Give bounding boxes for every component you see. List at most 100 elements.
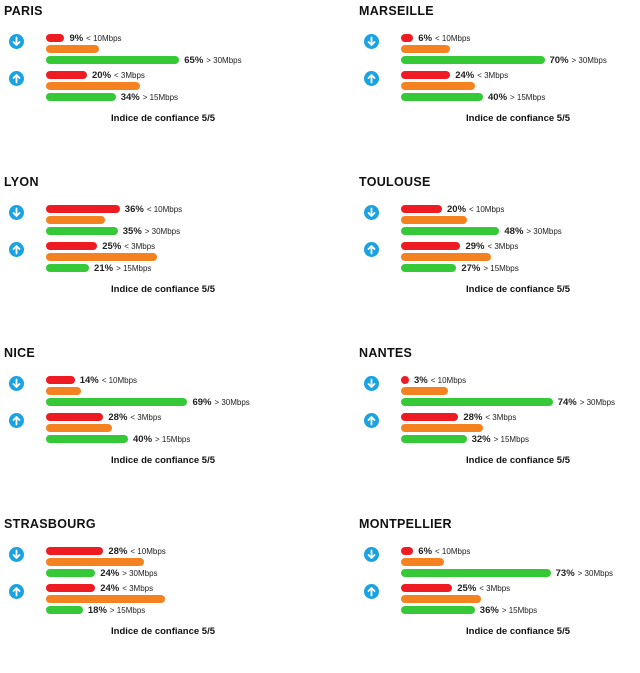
- download-high-bar: [401, 398, 553, 406]
- download-arrow-icon: [364, 205, 379, 220]
- download-mid-bar: [46, 387, 81, 395]
- download-high-label: 74% > 30Mbps: [558, 397, 615, 408]
- upload-high-label-pct: 27%: [461, 263, 481, 274]
- upload-high-label-threshold: > 15Mbps: [483, 264, 519, 273]
- upload-high-label-pct: 40%: [488, 92, 508, 103]
- download-low-label-threshold: < 10Mbps: [435, 34, 471, 43]
- download-low-bar: [46, 376, 75, 384]
- upload-high-bar: [46, 606, 83, 614]
- download-high-label-pct: 48%: [504, 226, 524, 237]
- upload-high-bar: [401, 606, 475, 614]
- upload-low-bar: [401, 242, 461, 250]
- upload-high-label-threshold: > 15Mbps: [501, 606, 538, 615]
- upload-low-label-pct: 28%: [108, 412, 128, 423]
- upload-high-label-threshold: > 15Mbps: [155, 435, 191, 444]
- download-high-bar: [46, 569, 96, 577]
- upload-high-label-pct: 32%: [471, 434, 491, 445]
- upload-low-label-threshold: < 3Mbps: [124, 242, 156, 251]
- download-high-label-threshold: > 30Mbps: [579, 398, 616, 407]
- upload-high-label-threshold: > 15Mbps: [109, 606, 146, 615]
- confidence-index: Indice de confiance 5/5: [466, 113, 571, 124]
- upload-high-label-threshold: > 15Mbps: [510, 93, 546, 102]
- confidence-index: Indice de confiance 5/5: [466, 455, 571, 466]
- upload-arrow-icon: [9, 71, 24, 86]
- download-high-label: 69% > 30Mbps: [192, 397, 249, 408]
- upload-low-label-threshold: < 3Mbps: [114, 71, 145, 80]
- download-low-label: 6% < 10Mbps: [418, 546, 470, 557]
- download-mid-bar: [401, 45, 451, 53]
- upload-low-label-threshold: < 3Mbps: [122, 584, 154, 593]
- upload-low-label-pct: 25%: [102, 241, 122, 252]
- download-low-label-pct: 28%: [108, 546, 128, 557]
- download-high-label: 48% > 30Mbps: [504, 226, 561, 237]
- upload-mid-bar: [46, 424, 112, 432]
- download-high-label: 70% > 30Mbps: [550, 55, 607, 66]
- upload-high-label-threshold: > 15Mbps: [142, 93, 179, 102]
- confidence-index: Indice de confiance 5/5: [111, 113, 216, 124]
- download-arrow-icon: [9, 547, 24, 562]
- upload-high-label: 34% > 15Mbps: [121, 92, 178, 103]
- download-low-label-pct: 6%: [418, 33, 433, 44]
- download-high-label-threshold: > 30Mbps: [526, 227, 562, 236]
- download-high-bar: [46, 398, 188, 406]
- download-low-label-pct: 20%: [447, 204, 467, 215]
- download-low-label: 9% < 10Mbps: [69, 33, 121, 44]
- download-high-label-threshold: > 30Mbps: [577, 569, 614, 578]
- upload-low-label: 28% < 3Mbps: [463, 412, 516, 423]
- upload-arrow-icon: [9, 584, 24, 599]
- download-arrow-icon: [364, 376, 379, 391]
- upload-high-bar: [46, 435, 128, 443]
- download-high-label-threshold: > 30Mbps: [206, 56, 242, 65]
- upload-high-label: 40% > 15Mbps: [133, 434, 190, 445]
- upload-high-bar: [46, 264, 90, 272]
- download-low-label-pct: 9%: [69, 33, 84, 44]
- bar-group: 20% < 10Mbps 48% > 30Mbps 29% < 3Mbps 27% > 15M…: [401, 171, 640, 331]
- upload-high-bar: [401, 435, 467, 443]
- confidence-index: Indice de confiance 5/5: [466, 284, 571, 295]
- city-panel-lyon: LYON 36% < 10Mbps 35% > 30Mbps 25% < 3Mbps 21% >…: [4, 171, 324, 331]
- download-low-label-threshold: < 10Mbps: [430, 376, 467, 385]
- bar-group: 3% < 10Mbps 74% > 30Mbps 28% < 3Mbps 32% > 15Mb…: [401, 342, 640, 502]
- upload-arrow-icon: [364, 242, 379, 257]
- city-name: LYON: [4, 175, 39, 189]
- download-high-bar: [46, 56, 180, 64]
- city-panel-paris: PARIS 9% < 10Mbps 65% > 30Mbps 20% < 3Mbps 34% >…: [4, 0, 324, 160]
- bar-group: 36% < 10Mbps 35% > 30Mbps 25% < 3Mbps 21% > 15M…: [46, 171, 326, 331]
- upload-high-label-pct: 40%: [133, 434, 153, 445]
- download-high-label-threshold: > 30Mbps: [122, 569, 158, 578]
- upload-high-label-pct: 18%: [87, 605, 107, 616]
- download-low-bar: [401, 376, 409, 384]
- upload-low-label-threshold: < 3Mbps: [130, 413, 162, 422]
- download-low-label-pct: 14%: [79, 375, 99, 386]
- upload-arrow-icon: [364, 584, 379, 599]
- city-name: STRASBOURG: [4, 517, 96, 531]
- upload-low-label: 20% < 3Mbps: [92, 70, 145, 81]
- download-low-label: 6% < 10Mbps: [418, 33, 470, 44]
- download-low-label-pct: 6%: [418, 546, 433, 557]
- download-high-bar: [401, 56, 545, 64]
- confidence-index: Indice de confiance 5/5: [111, 284, 216, 295]
- download-high-label-threshold: > 30Mbps: [214, 398, 250, 407]
- upload-low-label-pct: 25%: [457, 583, 477, 594]
- download-low-bar: [46, 547, 104, 555]
- download-mid-bar: [46, 45, 100, 53]
- download-high-label-threshold: > 30Mbps: [144, 227, 181, 236]
- download-low-bar: [46, 34, 65, 42]
- download-low-label: 20% < 10Mbps: [447, 204, 504, 215]
- download-low-label: 14% < 10Mbps: [80, 375, 137, 386]
- download-low-bar: [46, 205, 120, 213]
- upload-mid-bar: [401, 595, 481, 603]
- upload-mid-bar: [401, 424, 483, 432]
- download-high-label: 73% > 30Mbps: [556, 568, 613, 579]
- download-mid-bar: [46, 216, 106, 224]
- upload-high-label: 27% > 15Mbps: [461, 263, 518, 274]
- upload-low-label-threshold: < 3Mbps: [485, 413, 517, 422]
- bar-group: 14% < 10Mbps 69% > 30Mbps 28% < 3Mbps 40% > 15M…: [46, 342, 326, 502]
- download-high-label-pct: 65%: [184, 55, 204, 66]
- city-name: MONTPELLIER: [359, 517, 452, 531]
- upload-high-label: 32% > 15Mbps: [472, 434, 529, 445]
- download-high-label: 65% > 30Mbps: [184, 55, 241, 66]
- city-name: TOULOUSE: [359, 175, 431, 189]
- upload-arrow-icon: [364, 413, 379, 428]
- city-panel-strasbourg: STRASBOURG 28% < 10Mbps 24% > 30Mbps 24% < 3Mb…: [4, 513, 324, 673]
